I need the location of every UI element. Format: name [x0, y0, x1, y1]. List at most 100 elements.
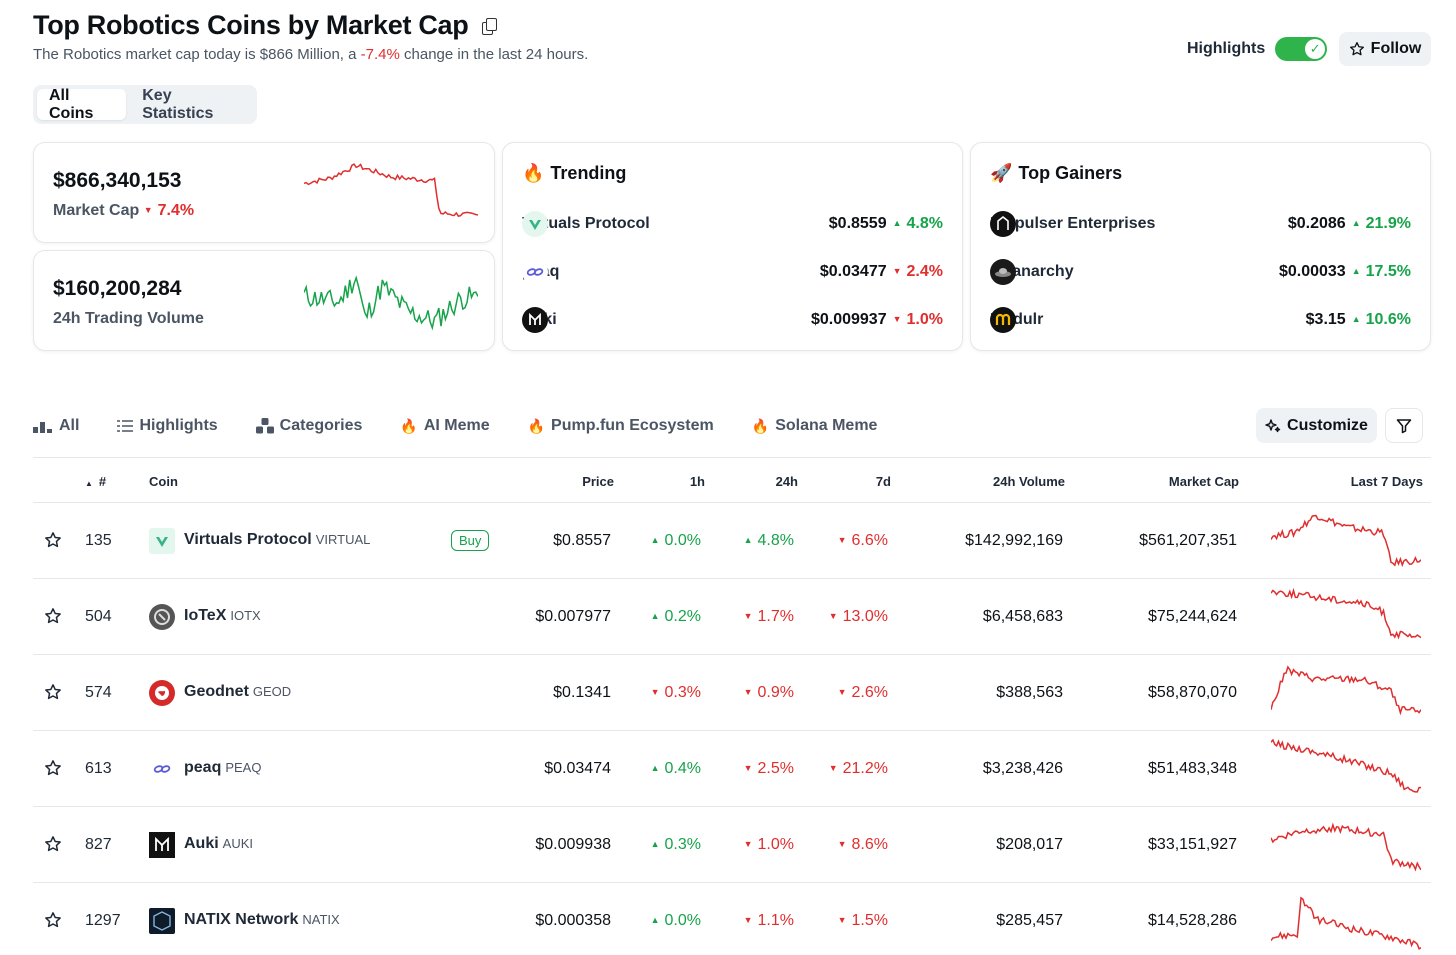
- volume: $285,457: [996, 912, 1063, 929]
- trending-item[interactable]: Auki $0.009937 1.0%: [522, 306, 943, 334]
- star-icon[interactable]: [44, 835, 62, 853]
- col-coin[interactable]: Coin: [149, 474, 178, 489]
- table-header: ▲ # Coin Price 1h 24h 7d 24h Volume Marke…: [33, 457, 1431, 503]
- coin-name-link[interactable]: NATIX Network NATIX: [184, 911, 340, 928]
- gainer-item[interactable]: Opanarchy $0.00033 17.5%: [990, 258, 1411, 286]
- volume: $388,563: [996, 684, 1063, 701]
- customize-button[interactable]: Customize: [1256, 408, 1377, 443]
- trending-item[interactable]: Virtuals Protocol $0.8559 4.8%: [522, 210, 943, 238]
- tab-key-statistics[interactable]: Key Statistics: [142, 86, 214, 122]
- sparkline-path: [304, 163, 478, 218]
- col-price[interactable]: Price: [582, 474, 614, 489]
- col-7d[interactable]: 7d: [875, 474, 891, 489]
- star-icon[interactable]: [44, 911, 62, 929]
- change-7d: 8.6%: [838, 836, 888, 854]
- volume: $6,458,683: [982, 608, 1063, 625]
- market-cap: $75,244,624: [1148, 608, 1237, 625]
- coin-name-link[interactable]: Geodnet GEOD: [184, 683, 292, 700]
- fire-icon: 🔥: [751, 417, 770, 434]
- top-gainers-card: 🚀 Top Gainers Empulser Enterprises $0.208…: [970, 142, 1431, 351]
- fire-icon: 🔥: [522, 163, 545, 183]
- opanarchy-icon: [990, 259, 1016, 285]
- col-1h[interactable]: 1h: [689, 474, 705, 489]
- coin-symbol: PEAQ: [225, 760, 262, 775]
- price: $0.8557: [553, 532, 611, 549]
- virtuals-protocol-icon: [149, 528, 175, 554]
- tab-all-coins[interactable]: All Coins: [37, 87, 127, 122]
- coin-name-link[interactable]: peaq PEAQ: [184, 759, 262, 776]
- market-cap: $561,207,351: [1139, 532, 1237, 549]
- trending-item[interactable]: peaq $0.03477 2.4%: [522, 258, 943, 286]
- gainer-item[interactable]: Empulser Enterprises $0.2086 21.9%: [990, 210, 1411, 238]
- highlights-toggle[interactable]: Highlights ✓: [1187, 37, 1328, 61]
- change-24h: 1.7%: [744, 608, 794, 626]
- filter-button[interactable]: [1385, 408, 1423, 443]
- filter-tab-ai-meme[interactable]: 🔥 AI Meme: [400, 417, 490, 434]
- empulser-icon: [990, 211, 1016, 237]
- star-icon[interactable]: [44, 531, 62, 549]
- page-subtitle: The Robotics market cap today is $866 Mi…: [33, 46, 589, 63]
- list-icon: [117, 420, 134, 432]
- follow-button[interactable]: Follow: [1339, 32, 1431, 66]
- buy-button[interactable]: Buy: [451, 530, 490, 551]
- auki-icon: [149, 832, 175, 858]
- categories-icon: [255, 418, 274, 434]
- price: $0.1341: [553, 684, 611, 701]
- market-cap-label: Market Cap 7.4%: [53, 202, 194, 220]
- change-7d: 2.6%: [838, 684, 888, 702]
- last-7-days-sparkline: [1271, 738, 1421, 793]
- col-rank[interactable]: ▲ #: [85, 474, 107, 489]
- star-icon[interactable]: [44, 683, 62, 701]
- volume: $208,017: [996, 836, 1063, 853]
- coin-name-link[interactable]: Auki AUKI: [184, 835, 254, 852]
- geodnet-icon: [149, 680, 175, 706]
- col-volume[interactable]: 24h Volume: [992, 474, 1065, 489]
- sparkline-path: [304, 275, 478, 331]
- peaq-icon: [522, 259, 548, 285]
- star-icon[interactable]: [44, 607, 62, 625]
- top-gainers-title: 🚀 Top Gainers: [990, 163, 1123, 183]
- col-market-cap[interactable]: Market Cap: [1168, 474, 1239, 489]
- price: $0.000358: [535, 912, 611, 929]
- market-cap: $14,528,286: [1148, 912, 1237, 929]
- change-1h: 0.0%: [651, 532, 701, 550]
- peaq-icon: [149, 756, 175, 782]
- filter-tab-pump-fun[interactable]: 🔥 Pump.fun Ecosystem: [527, 417, 714, 434]
- market-cap-value: $866,340,153: [53, 169, 182, 192]
- col-24h[interactable]: 24h: [775, 474, 798, 489]
- coin-symbol: VIRTUAL: [315, 532, 371, 547]
- sparkline-path: [1271, 514, 1421, 568]
- filter-tab-solana-meme[interactable]: 🔥 Solana Meme: [751, 417, 878, 434]
- highlights-switch[interactable]: ✓: [1275, 37, 1328, 61]
- star-icon: [1349, 42, 1364, 56]
- price: $0.009938: [535, 836, 611, 853]
- highlights-label: Highlights: [1187, 40, 1266, 57]
- price: $0.007977: [535, 608, 611, 625]
- star-icon[interactable]: [44, 759, 62, 777]
- coin-name-link[interactable]: IoTeX IOTX: [184, 607, 261, 624]
- volume-sparkline: [304, 275, 478, 331]
- last-7-days-sparkline: [1271, 896, 1421, 950]
- filter-tab-highlights[interactable]: Highlights: [117, 417, 218, 435]
- filter-tab-categories[interactable]: Categories: [255, 417, 362, 435]
- sparkline-path: [1271, 896, 1421, 950]
- coin-symbol: NATIX: [302, 912, 340, 927]
- filter-tab-all[interactable]: All: [33, 417, 79, 435]
- change-1h: 0.3%: [651, 684, 701, 702]
- copy-icon[interactable]: [482, 17, 498, 35]
- change-7d: 21.2%: [829, 760, 888, 778]
- rank: 1297: [85, 912, 121, 929]
- market-cap: $51,483,348: [1148, 760, 1237, 777]
- gainer-item[interactable]: Modulr $3.15 10.6%: [990, 306, 1411, 334]
- auki-icon: [522, 307, 548, 333]
- price: $0.03474: [544, 760, 611, 777]
- volume: $142,992,169: [965, 532, 1063, 549]
- coin-name-link[interactable]: Virtuals Protocol VIRTUAL: [184, 531, 371, 548]
- change-1h: 0.3%: [651, 836, 701, 854]
